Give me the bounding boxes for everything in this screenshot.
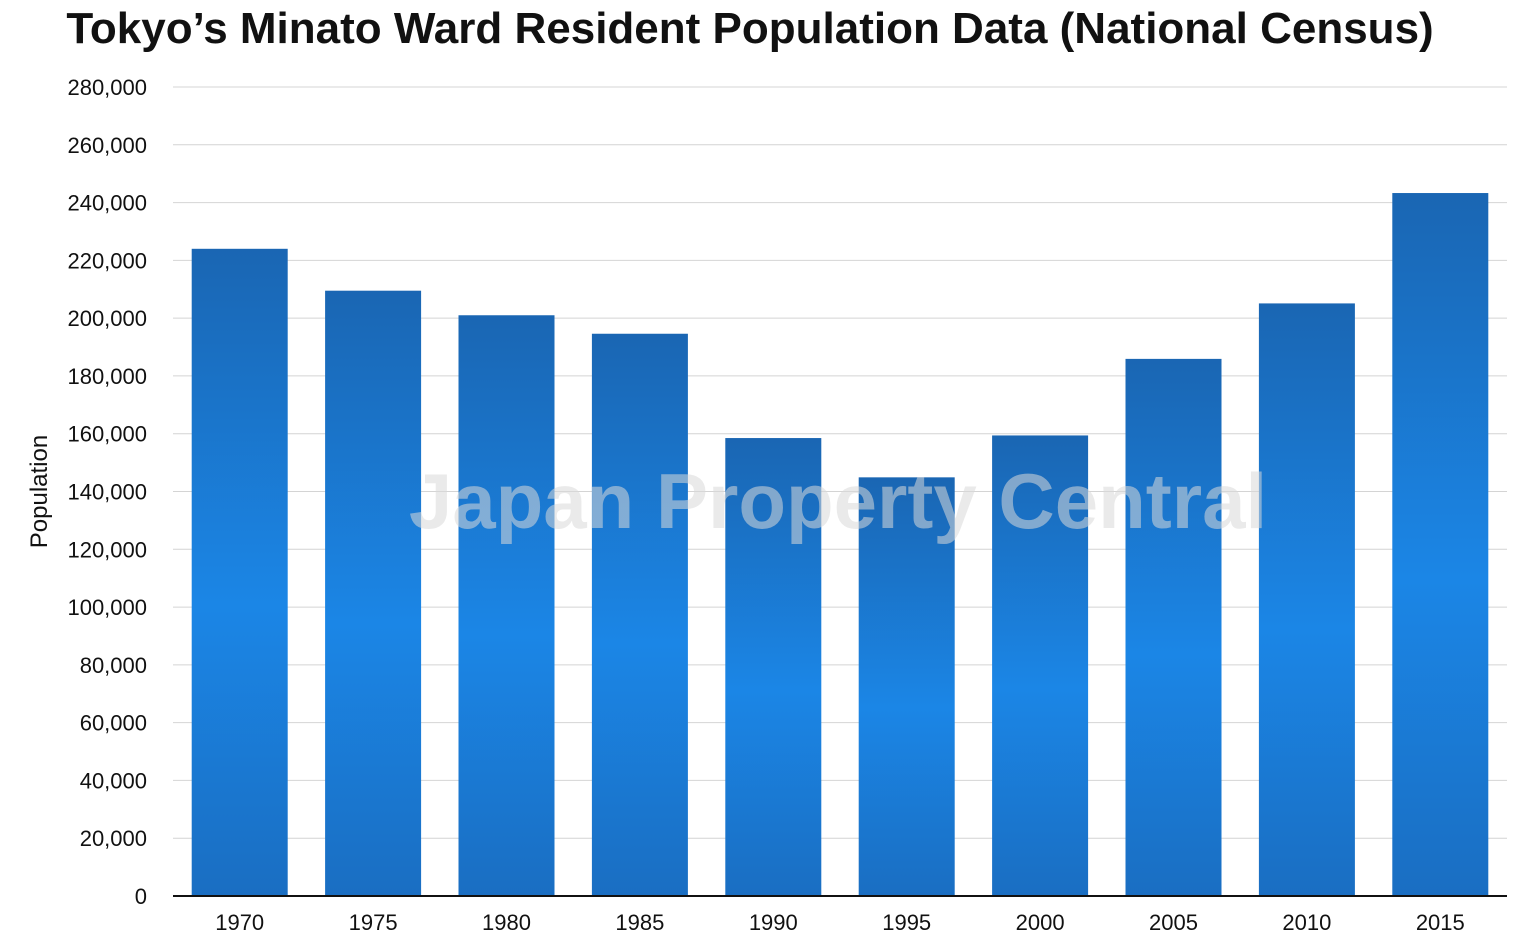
bars	[191, 193, 1489, 897]
y-tick-label: 80,000	[80, 653, 147, 678]
y-tick-label: 200,000	[67, 306, 147, 331]
y-tick-label: 180,000	[67, 364, 147, 389]
y-tick-label: 120,000	[67, 537, 147, 562]
y-tick-label: 0	[135, 884, 147, 909]
x-tick-label: 2015	[1416, 910, 1465, 935]
bar-2010	[1258, 303, 1355, 897]
y-tick-label: 100,000	[67, 595, 147, 620]
y-tick-label: 220,000	[67, 248, 147, 273]
x-tick-label: 1990	[749, 910, 798, 935]
x-tick-label: 2005	[1149, 910, 1198, 935]
x-tick-label: 1980	[482, 910, 531, 935]
x-tick-label: 2000	[1016, 910, 1065, 935]
y-axis-label: Population	[26, 435, 53, 548]
bar-1995	[858, 477, 955, 896]
y-axis-ticks: 0 20,000 40,000 60,000 80,000 100,000 120,000 1…	[67, 75, 147, 909]
x-tick-label: 1995	[882, 910, 931, 935]
x-axis-ticks: 1970 1975 1980 1985 1990 1995 2000 2005 2010 2015	[215, 910, 1465, 935]
y-tick-label: 20,000	[80, 826, 147, 851]
bar-2005	[1125, 358, 1222, 896]
bar-1970	[191, 248, 288, 897]
x-tick-label: 2010	[1282, 910, 1331, 935]
y-tick-label: 160,000	[67, 422, 147, 447]
chart-title: Tokyo’s Minato Ward Resident Population …	[66, 4, 1434, 53]
x-tick-label: 1975	[349, 910, 398, 935]
bar-1975	[325, 290, 422, 896]
y-tick-label: 140,000	[67, 480, 147, 505]
bar-2015	[1392, 193, 1489, 896]
x-tick-label: 1970	[215, 910, 264, 935]
y-tick-label: 280,000	[67, 75, 147, 100]
bar-1985	[591, 333, 688, 896]
y-tick-label: 60,000	[80, 711, 147, 736]
y-tick-label: 240,000	[67, 191, 147, 216]
watermark-text: Japan Property Central	[409, 457, 1267, 545]
x-tick-label: 1985	[615, 910, 664, 935]
bar-1990	[725, 438, 822, 896]
y-tick-label: 40,000	[80, 768, 147, 793]
bar-1980	[458, 315, 555, 897]
bar-2000	[992, 435, 1089, 896]
y-tick-label: 260,000	[67, 133, 147, 158]
